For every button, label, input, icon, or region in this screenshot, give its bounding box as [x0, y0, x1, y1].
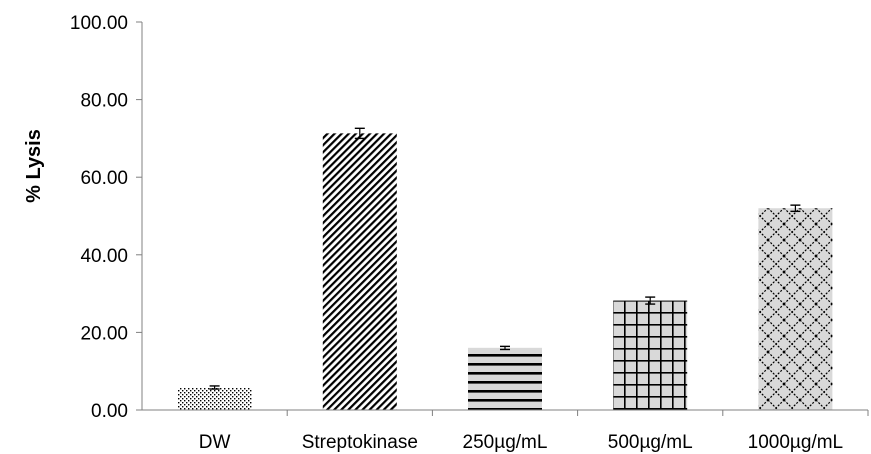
bar-5: [758, 208, 833, 410]
y-tick-label: 40.00: [80, 246, 128, 267]
bars: [177, 133, 869, 416]
x-category-label: Streptokinase: [302, 432, 418, 453]
error-bar-2: [354, 127, 365, 140]
y-tick-label: 20.00: [80, 323, 128, 344]
y-axis-title: % Lysis: [23, 129, 45, 203]
error-bar-4: [645, 296, 656, 305]
x-category-label: 500µg/mL: [608, 432, 693, 453]
bar-1: [177, 387, 252, 410]
y-tick-label: 0.00: [91, 401, 128, 422]
y-axis-ticks: 0.00 20.00 40.00 60.00 80.00 100.00: [70, 13, 142, 422]
error-bar-1: [209, 385, 220, 390]
bar-4: [613, 300, 688, 410]
error-bar-5: [790, 204, 801, 213]
error-bars: [209, 127, 801, 390]
y-tick-label: 100.00: [70, 13, 128, 34]
y-tick-label: 80.00: [80, 91, 128, 112]
x-axis-category-labels: DW Streptokinase 250µg/mL 500µg/mL 1000µg/mL: [199, 432, 843, 453]
error-bar-3: [500, 345, 510, 351]
y-tick-label: 60.00: [80, 168, 128, 189]
x-category-label: DW: [199, 432, 231, 453]
bar-2: [322, 133, 397, 410]
bar-3: [468, 347, 542, 410]
x-category-label: 1000µg/mL: [748, 432, 843, 453]
x-category-label: 250µg/mL: [463, 432, 548, 453]
